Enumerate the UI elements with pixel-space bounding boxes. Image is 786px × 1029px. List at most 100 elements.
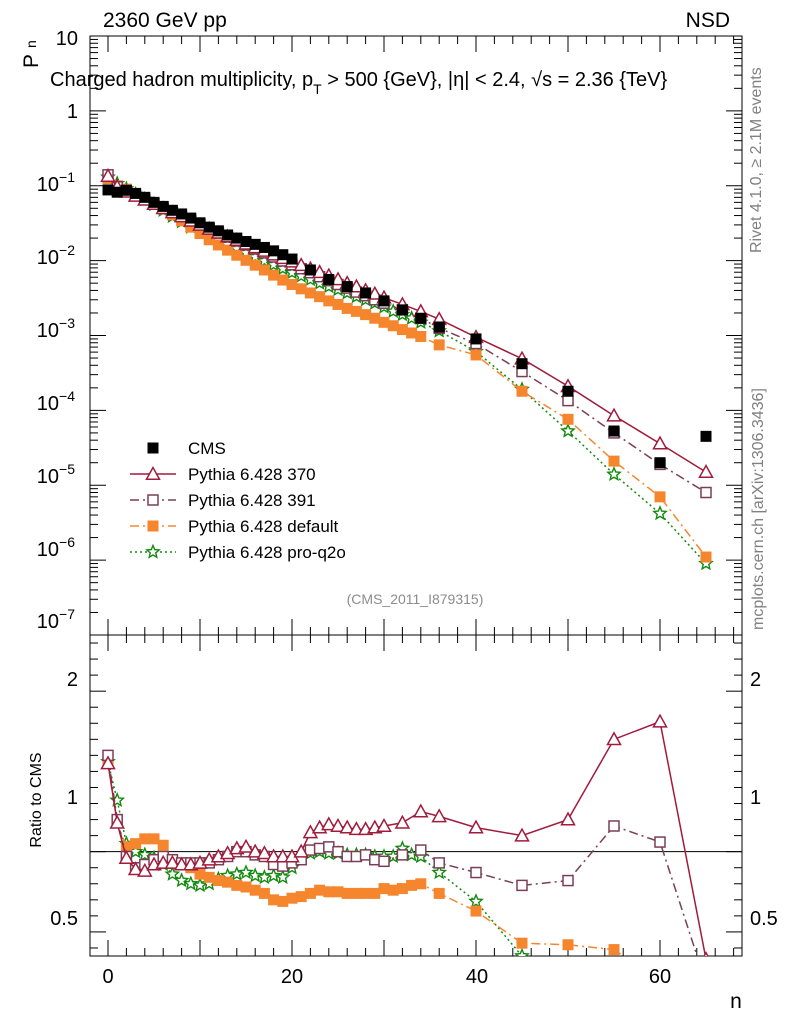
main-series-layer — [100, 167, 714, 571]
ratio-data-point — [295, 891, 307, 903]
legend-entry-0: CMS — [147, 439, 226, 458]
ratio-data-point — [212, 875, 224, 887]
legend-marker — [145, 465, 161, 480]
main-data-point — [608, 425, 620, 437]
legend: CMS Pythia 6.428 370 Pythia 6.428 391 Pythi… — [130, 439, 346, 562]
main-data-point — [470, 349, 482, 361]
ytick-label-1e-7: 10−7 — [37, 606, 75, 633]
main-data-point — [396, 304, 408, 316]
ratio-data-point — [164, 854, 181, 869]
ratio-plot-frame — [89, 634, 743, 957]
legend-marker — [147, 442, 159, 454]
main-data-point — [176, 208, 188, 220]
ratio-data-point — [238, 838, 254, 853]
ratio-data-point — [514, 827, 530, 842]
ratio-series-layer — [100, 713, 709, 1018]
ratio-ytick-2-right: 2 — [750, 669, 761, 691]
ratio-ytick-0p5-right: 0.5 — [750, 908, 778, 930]
main-data-point — [166, 204, 178, 216]
ratio-data-point — [703, 951, 709, 956]
ytick-label-1e-2: 10−2 — [37, 242, 75, 269]
main-ylabel-sub: n — [23, 40, 39, 48]
ratio-data-point — [654, 1006, 666, 1018]
ratio-data-point — [608, 820, 620, 832]
ratio-data-point — [274, 869, 291, 885]
main-data-point — [203, 221, 215, 233]
ratio-data-point — [516, 879, 528, 892]
ratio-data-point — [293, 843, 309, 858]
ytick-label-1e-4: 10−4 — [37, 388, 75, 415]
ratio-data-point — [413, 803, 429, 818]
main-data-point — [341, 302, 353, 314]
ratio-data-point — [415, 878, 427, 890]
main-data-point — [415, 330, 427, 342]
ratio-data-point — [240, 881, 252, 893]
main-data-point — [360, 287, 372, 299]
main-data-point — [367, 285, 383, 300]
ratio-data-point — [268, 894, 280, 906]
ratio-data-point — [100, 755, 116, 770]
ratio-data-point — [265, 848, 282, 863]
main-data-point — [698, 464, 714, 479]
ratio-data-point — [562, 939, 574, 951]
ratio-data-point — [275, 848, 291, 863]
main-data-point — [654, 491, 666, 503]
main-data-point — [231, 232, 243, 244]
ratio-data-point — [406, 879, 418, 891]
ratio-data-point — [314, 884, 326, 896]
ratio-data-point — [608, 944, 620, 956]
xlabel: n — [730, 990, 742, 1013]
main-data-point — [148, 196, 160, 208]
ratio-data-point — [470, 866, 482, 879]
main-data-point — [652, 435, 668, 450]
ratio-data-point — [470, 905, 482, 917]
main-data-point — [360, 309, 372, 321]
ratio-data-point — [378, 855, 390, 868]
ytick-label-1e-3: 10−3 — [37, 315, 75, 342]
ratio-data-point — [560, 811, 576, 826]
energy-label: 2360 GeV pp — [103, 9, 227, 32]
ratio-data-point — [341, 887, 353, 899]
ratio-data-point — [360, 887, 372, 899]
ratio-data-point — [378, 883, 390, 895]
ratio-data-point — [468, 893, 484, 909]
main-data-point — [516, 385, 528, 397]
legend-label: CMS — [188, 439, 226, 458]
ratio-data-point — [433, 887, 445, 899]
main-x-ticks — [107, 36, 735, 635]
ratio-data-point — [130, 838, 142, 850]
ratio-data-point — [231, 879, 243, 891]
main-data-point — [700, 551, 712, 563]
main-data-point — [330, 271, 346, 286]
ratio-data-point — [182, 875, 199, 891]
chart-title-sub: T — [313, 81, 322, 97]
main-data-point — [268, 245, 280, 257]
ratio-data-point — [277, 895, 289, 907]
legend-entry-1: Pythia 6.428 370 — [130, 465, 316, 484]
ratio-data-point — [431, 808, 447, 823]
ratio-data-point — [323, 886, 335, 898]
legend-marker — [147, 520, 159, 532]
xtick-label-60: 60 — [649, 966, 671, 988]
main-data-point — [560, 422, 576, 438]
legend-label: Pythia 6.428 pro-q2o — [188, 543, 346, 562]
legend-label: Pythia 6.428 default — [188, 517, 339, 536]
ratio-data-point — [109, 814, 125, 829]
main-data-point — [100, 167, 116, 182]
main-y-axis — [90, 35, 742, 636]
main-data-point — [652, 505, 668, 521]
ratio-data-point — [514, 947, 530, 956]
ytick-label-1e-5: 10−5 — [37, 461, 75, 488]
ratio-data-point — [148, 833, 160, 845]
main-data-point — [562, 385, 574, 397]
ratio-data-point — [304, 887, 316, 899]
main-ylabel-text: P — [20, 54, 43, 68]
main-data-point — [258, 241, 270, 253]
ratio-data-point — [173, 856, 190, 871]
main-data-point — [323, 273, 335, 285]
legend-entry-3: Pythia 6.428 default — [130, 517, 339, 536]
main-data-point — [314, 291, 326, 303]
ratio-data-point — [321, 816, 337, 831]
ratio-data-point — [256, 869, 273, 885]
